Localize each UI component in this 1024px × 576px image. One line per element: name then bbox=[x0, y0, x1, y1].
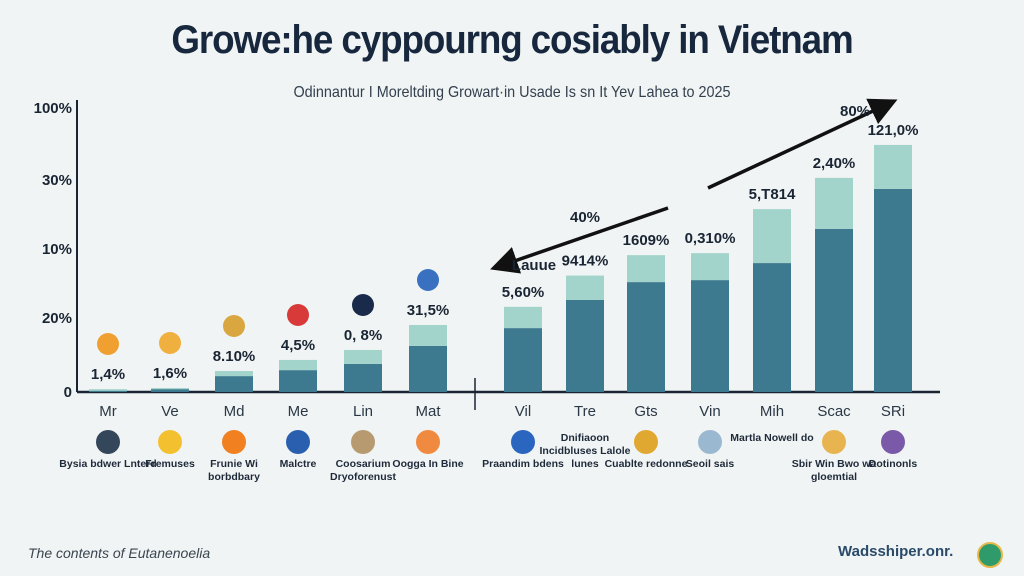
category-sublabel: Fremuses bbox=[145, 458, 195, 470]
bar-top-segment bbox=[151, 388, 189, 390]
blue-triangle-icon bbox=[286, 430, 310, 454]
x-tick-label: Me bbox=[288, 403, 309, 420]
bar-base-segment bbox=[627, 282, 665, 392]
x-tick-label: Vil bbox=[515, 403, 531, 420]
bar-base-segment bbox=[89, 390, 127, 392]
data-label: 1609% bbox=[623, 232, 670, 249]
bar-base-segment bbox=[504, 328, 542, 392]
category-sublabel: Sbir Win Bwo wa gloemtial bbox=[791, 458, 877, 483]
bar-base-segment bbox=[753, 263, 791, 392]
category-sublabel: Coosarium Dryoforenust bbox=[330, 458, 396, 483]
x-tick-label: Mr bbox=[99, 403, 117, 420]
gold-basket-icon bbox=[634, 430, 658, 454]
chart-title: Growe:he cyppourng cosiably in Vietnam bbox=[171, 18, 853, 62]
yellow-sun-icon bbox=[158, 430, 182, 454]
category-sublabel: Seoil sais bbox=[685, 458, 735, 470]
y-tick-label: 100% bbox=[34, 100, 72, 117]
data-label: 5,T814 bbox=[749, 186, 796, 203]
bar-base-segment bbox=[215, 376, 253, 392]
bar-top-segment bbox=[874, 144, 912, 189]
x-tick-label: Tre bbox=[574, 403, 596, 420]
annotation-label: 40% bbox=[570, 209, 600, 226]
blue-figure-icon bbox=[511, 430, 535, 454]
x-tick-label: Md bbox=[224, 403, 245, 420]
blue-orange-device-icon bbox=[416, 430, 440, 454]
data-label: 8.10% bbox=[213, 348, 256, 365]
category-sublabel: Frunie Wi borbdbary bbox=[208, 458, 260, 483]
robot-icon bbox=[698, 430, 722, 454]
x-tick-label: Vin bbox=[699, 403, 720, 420]
purple-box-icon bbox=[881, 430, 905, 454]
gold-coin-icon bbox=[159, 332, 181, 355]
y-tick-label: 10% bbox=[42, 241, 72, 258]
bar-top-segment bbox=[691, 253, 729, 281]
category-sublabel: Martla Nowell do bbox=[730, 432, 814, 444]
annotation-label: 80% bbox=[840, 103, 870, 120]
data-label: 31,5% bbox=[407, 302, 450, 319]
data-label: 4,5% bbox=[281, 337, 315, 354]
chart-subtitle: Odinnantur I Moreltding Growart·in Usade… bbox=[293, 84, 731, 101]
category-sublabel: Oogga In Bine bbox=[392, 458, 464, 470]
bar-base-segment bbox=[691, 280, 729, 392]
bar-top-segment bbox=[409, 324, 447, 346]
data-label: 0,310% bbox=[685, 230, 736, 247]
x-tick-label: Mat bbox=[415, 403, 441, 420]
bar-base-segment bbox=[815, 228, 853, 392]
bar-top-segment bbox=[279, 359, 317, 371]
bar-base-segment bbox=[279, 370, 317, 392]
data-label: 121,0% bbox=[868, 122, 919, 139]
data-label: 5,60% bbox=[502, 284, 545, 301]
medal-icon bbox=[822, 430, 846, 454]
trend-arrow-left bbox=[490, 206, 669, 274]
dark-globe-icon bbox=[352, 293, 374, 316]
data-label: 2,40% bbox=[813, 155, 856, 172]
bar-top-segment bbox=[89, 389, 127, 391]
y-tick-label: 20% bbox=[42, 310, 72, 327]
y-tick-label: 0 bbox=[64, 384, 72, 401]
red-dragon-icon bbox=[287, 303, 309, 326]
bar-top-segment bbox=[504, 306, 542, 329]
brown-coin-icon bbox=[351, 430, 375, 454]
bar-base-segment bbox=[874, 188, 912, 392]
bar-top-segment bbox=[344, 349, 382, 364]
x-tick-label: Gts bbox=[634, 403, 657, 420]
bar-top-segment bbox=[627, 255, 665, 283]
footnote: The contents of Eutanenoelia bbox=[28, 545, 211, 561]
bar-base-segment bbox=[409, 345, 447, 392]
bar-top-segment bbox=[753, 209, 791, 264]
annotation-label: Lauue bbox=[512, 257, 556, 274]
x-tick-label: Ve bbox=[161, 403, 179, 420]
data-label: 1,4% bbox=[91, 366, 125, 383]
x-tick-label: Mih bbox=[760, 403, 784, 420]
bar-base-segment bbox=[344, 363, 382, 392]
brand-logo-icon bbox=[977, 542, 1003, 568]
bar-top-segment bbox=[215, 370, 253, 377]
bar-top-segment bbox=[815, 177, 853, 229]
category-sublabel: Dnifiaoon Incidbluses Lalole lunes bbox=[539, 432, 631, 470]
orange-ring-icon bbox=[97, 333, 119, 356]
trend-arrow-right bbox=[707, 98, 898, 190]
blue-bus-icon bbox=[417, 268, 439, 291]
orange-sun-icon bbox=[222, 430, 246, 454]
data-label: 1,6% bbox=[153, 365, 187, 382]
category-sublabel: Bysia bdwer Lnterd bbox=[59, 458, 157, 470]
bar-top-segment bbox=[566, 275, 604, 300]
golden-statue-icon bbox=[223, 314, 245, 337]
bar-base-segment bbox=[151, 389, 189, 392]
bar-base-segment bbox=[566, 299, 604, 392]
category-sublabel: Dotinonls bbox=[868, 458, 918, 470]
category-sublabel: Praandim bdens bbox=[482, 458, 564, 470]
data-label: 9414% bbox=[562, 253, 609, 270]
x-tick-label: SRi bbox=[881, 403, 905, 420]
brand-logo-text: Wadsshiper.onr. bbox=[838, 543, 954, 560]
y-tick-label: 30% bbox=[42, 172, 72, 189]
x-tick-label: Scac bbox=[817, 403, 851, 420]
data-label: 0, 8% bbox=[344, 327, 382, 344]
dark-lightbulb-icon bbox=[96, 430, 120, 454]
category-sublabel: Cuablte redonne bbox=[604, 458, 688, 470]
category-sublabel: Malctre bbox=[279, 458, 317, 470]
x-tick-label: Lin bbox=[353, 403, 373, 420]
